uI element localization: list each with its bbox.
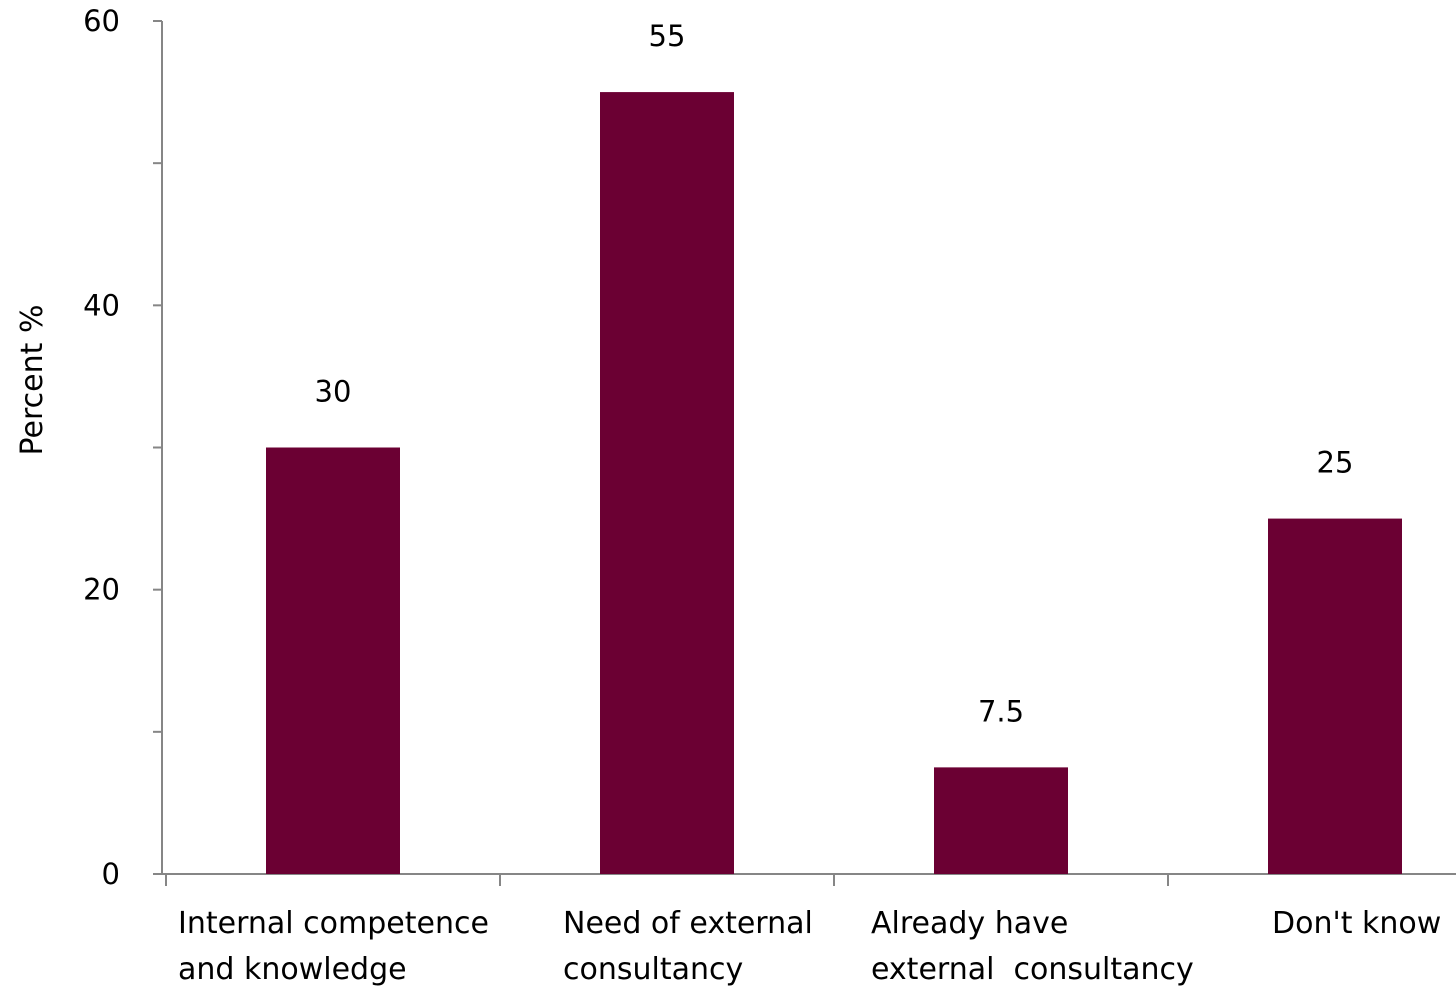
value-labels: 30 55 7.5 25: [315, 19, 1354, 728]
bar-value-label: 30: [315, 375, 352, 409]
category-label-line: Need of external: [563, 906, 813, 941]
bar-value-label: 7.5: [978, 694, 1024, 728]
category-label: Internal competence and knowledge: [178, 906, 489, 987]
category-label-line: Don't know: [1272, 906, 1441, 941]
y-axis-title: Percent %: [15, 305, 50, 456]
category-label: Don't know: [1272, 906, 1441, 941]
bar: [600, 92, 734, 875]
y-axis-title-group: Percent %: [15, 305, 50, 456]
y-tick-label: 60: [83, 4, 120, 38]
category-label: Need of external consultancy: [563, 906, 813, 987]
category-label-line: and knowledge: [178, 952, 407, 987]
y-tick-label: 40: [83, 288, 120, 322]
x-axis: [153, 873, 1456, 886]
y-axis: 0 20 40 60: [83, 4, 163, 891]
category-label: Already have external consultancy: [871, 906, 1194, 987]
category-label-line: external consultancy: [871, 952, 1194, 987]
bar: [266, 447, 400, 874]
y-tick-label: 0: [102, 857, 120, 891]
category-label-line: consultancy: [563, 952, 743, 987]
bar: [934, 767, 1068, 874]
bar: [1268, 518, 1402, 874]
bars: [266, 92, 1402, 875]
bar-value-label: 25: [1317, 446, 1354, 480]
category-labels: Internal competence and knowledge Need of …: [178, 906, 1441, 987]
y-tick-label: 20: [83, 573, 120, 607]
category-label-line: Internal competence: [178, 906, 489, 941]
bar-value-label: 55: [649, 19, 686, 53]
category-label-line: Already have: [871, 906, 1068, 941]
